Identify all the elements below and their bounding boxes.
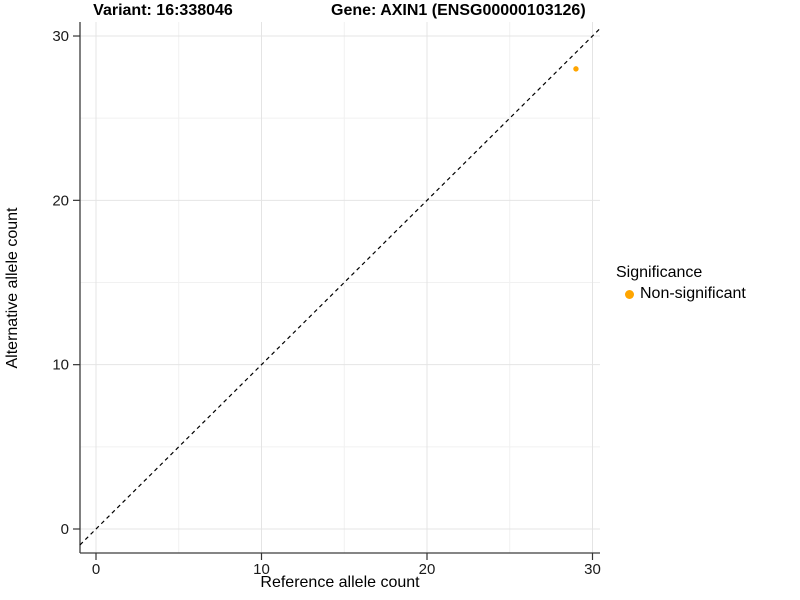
y-tick-label: 0 [61,521,69,538]
data-point[interactable] [573,66,579,72]
x-tick-label: 10 [253,561,270,578]
gene-title: Gene: AXIN1 (ENSG00000103126) [331,2,586,19]
legend: Significance Non-significant [616,264,746,303]
variant-title: Variant: 16:338046 [93,2,233,19]
y-axis-title: Alternative allele count [4,207,21,369]
x-axis-title: Reference allele count [260,574,420,591]
legend-entries: Non-significant [616,285,746,303]
x-tick-label: 30 [584,561,601,578]
legend-entry-label: Non-significant [640,285,746,302]
x-tick-label: 0 [92,561,100,578]
y-tick-label: 20 [52,192,69,209]
y-tick-label: 30 [52,28,69,45]
legend-key-dot [625,289,634,299]
legend-title: Significance [616,264,703,281]
y-tick-label: 10 [52,357,69,374]
legend-entry: Non-significant [625,285,746,303]
identity-line [79,28,601,546]
x-tick-label: 20 [419,561,436,578]
